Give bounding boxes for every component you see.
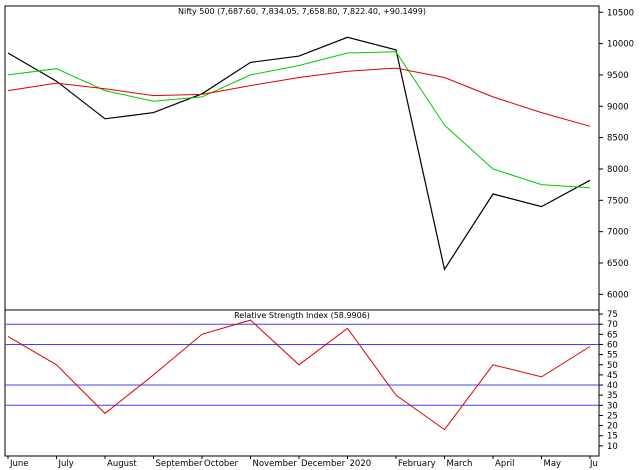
price-y-tick-label: 9500 — [607, 71, 629, 81]
rsi-y-tick-label: 55 — [607, 351, 618, 361]
x-tick-label: September — [156, 459, 203, 469]
rsi-y-tick-label: 70 — [607, 320, 618, 330]
x-tick-label: July — [58, 459, 74, 469]
rsi-series-line — [7, 319, 591, 431]
rsi-y-tick-label: 60 — [607, 340, 618, 350]
x-tick-label: October — [204, 459, 239, 469]
price-y-tick-label: 10500 — [607, 8, 634, 18]
price-y-tick-label: 8500 — [607, 134, 629, 144]
price-y-tick-label: 6500 — [607, 259, 629, 269]
x-tick-label: 2020 — [350, 459, 372, 469]
x-tick-label: December — [301, 459, 346, 469]
price-y-tick-label: 8000 — [607, 165, 629, 175]
rsi-y-tick-label: 20 — [607, 422, 618, 432]
moving-average-line — [7, 51, 591, 189]
rsi-y-tick-label: 45 — [607, 371, 618, 381]
x-tick-label: March — [447, 459, 473, 469]
price-y-axis: 10500 10000 9500 9000 8500 8000 7500 7000 6500 60… — [599, 8, 634, 300]
x-tick-label: November — [253, 459, 298, 469]
price-y-tick-label: 6000 — [607, 290, 629, 300]
x-tick-label: June — [9, 459, 29, 469]
rsi-panel-frame — [4, 309, 600, 457]
rsi-chart-title: Relative Strength Index (58.9906) — [234, 311, 370, 320]
rsi-y-tick-label: 15 — [607, 432, 618, 442]
x-tick-label: April — [495, 459, 514, 469]
rsi-plot-area — [5, 319, 599, 431]
x-tick-label: February — [398, 459, 436, 469]
price-y-tick-label: 7500 — [607, 196, 629, 206]
x-axis: June July August September October November De… — [7, 456, 598, 469]
price-chart-title: Nifty 500 (7,687.60, 7,834.05, 7,658.80,… — [178, 7, 426, 16]
x-tick-label: Ju — [589, 459, 598, 469]
price-series-line — [7, 36, 591, 271]
rsi-y-tick-label: 65 — [607, 330, 618, 340]
price-y-tick-label: 10000 — [607, 40, 634, 50]
rsi-y-tick-label: 10 — [607, 442, 618, 452]
rsi-y-tick-label: 25 — [607, 411, 618, 421]
price-panel-frame — [4, 5, 600, 311]
price-y-tick-label: 7000 — [607, 228, 629, 238]
x-tick-label: May — [544, 459, 562, 469]
rsi-y-tick-label: 30 — [607, 401, 618, 411]
moving-average-line — [7, 67, 591, 127]
x-tick-label: August — [107, 459, 137, 469]
price-y-tick-label: 9000 — [607, 102, 629, 112]
rsi-y-tick-label: 40 — [607, 381, 618, 391]
rsi-y-tick-label: 75 — [607, 310, 618, 320]
rsi-y-tick-label: 50 — [607, 361, 618, 371]
price-plot-area — [7, 36, 591, 271]
rsi-y-tick-label: 35 — [607, 391, 618, 401]
